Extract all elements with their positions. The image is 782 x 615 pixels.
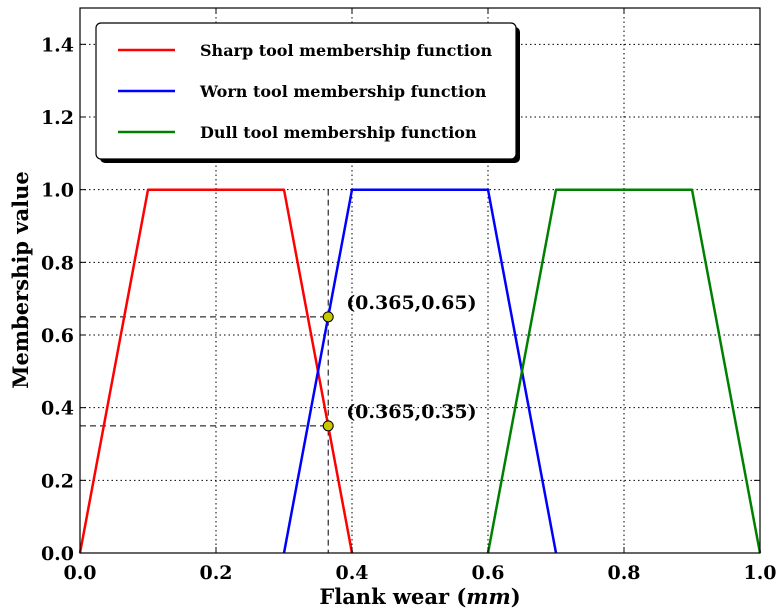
y-tick-label: 0.4 bbox=[41, 398, 74, 420]
annotation-label: (0.365,0.35) bbox=[346, 401, 476, 423]
reference-lines bbox=[80, 189, 329, 553]
y-tick-label: 1.0 bbox=[41, 180, 74, 202]
x-axis-title: Flank wear (mm) bbox=[319, 584, 520, 609]
legend-label: Dull tool membership function bbox=[200, 123, 477, 142]
annotation-point bbox=[322, 311, 334, 323]
series-line-2 bbox=[486, 188, 762, 554]
annotation-labels: (0.365,0.65) (0.365,0.35) bbox=[346, 292, 476, 423]
annotation-point bbox=[322, 420, 334, 432]
tick-labels: 0.0 0.2 0.4 0.6 0.8 1.0 0.0 0.2 0.4 0.6 0.8 1.0 1.2 1… bbox=[41, 34, 777, 584]
y-tick-label: 0.0 bbox=[41, 543, 74, 565]
annotation-points bbox=[322, 311, 334, 432]
legend: Sharp tool membership function Worn tool … bbox=[95, 22, 520, 163]
plot-frame bbox=[79, 7, 761, 554]
y-tick-label: 0.6 bbox=[41, 325, 74, 347]
x-tick-label: 0.2 bbox=[199, 562, 232, 584]
annotation-label: (0.365,0.65) bbox=[346, 292, 476, 314]
y-tick-label: 1.4 bbox=[41, 34, 74, 56]
legend-label: Sharp tool membership function bbox=[200, 41, 492, 60]
tick-marks bbox=[79, 8, 761, 554]
y-tick-label: 0.8 bbox=[41, 252, 74, 274]
x-axis-title-main: Flank wear bbox=[319, 584, 450, 609]
y-tick-label: 0.2 bbox=[41, 470, 74, 492]
x-tick-label: 0.8 bbox=[607, 562, 640, 584]
series-group bbox=[78, 188, 762, 554]
x-tick-label: 0.6 bbox=[471, 562, 504, 584]
y-axis-title: Membership value bbox=[8, 171, 33, 388]
x-axis-title-unit: mm bbox=[466, 584, 510, 609]
x-tick-label: 0.4 bbox=[335, 562, 368, 584]
legend-box bbox=[95, 22, 517, 160]
y-tick-label: 1.2 bbox=[41, 107, 74, 129]
legend-label: Worn tool membership function bbox=[199, 82, 487, 101]
x-tick-label: 0.0 bbox=[63, 562, 96, 584]
x-tick-label: 1.0 bbox=[743, 562, 776, 584]
